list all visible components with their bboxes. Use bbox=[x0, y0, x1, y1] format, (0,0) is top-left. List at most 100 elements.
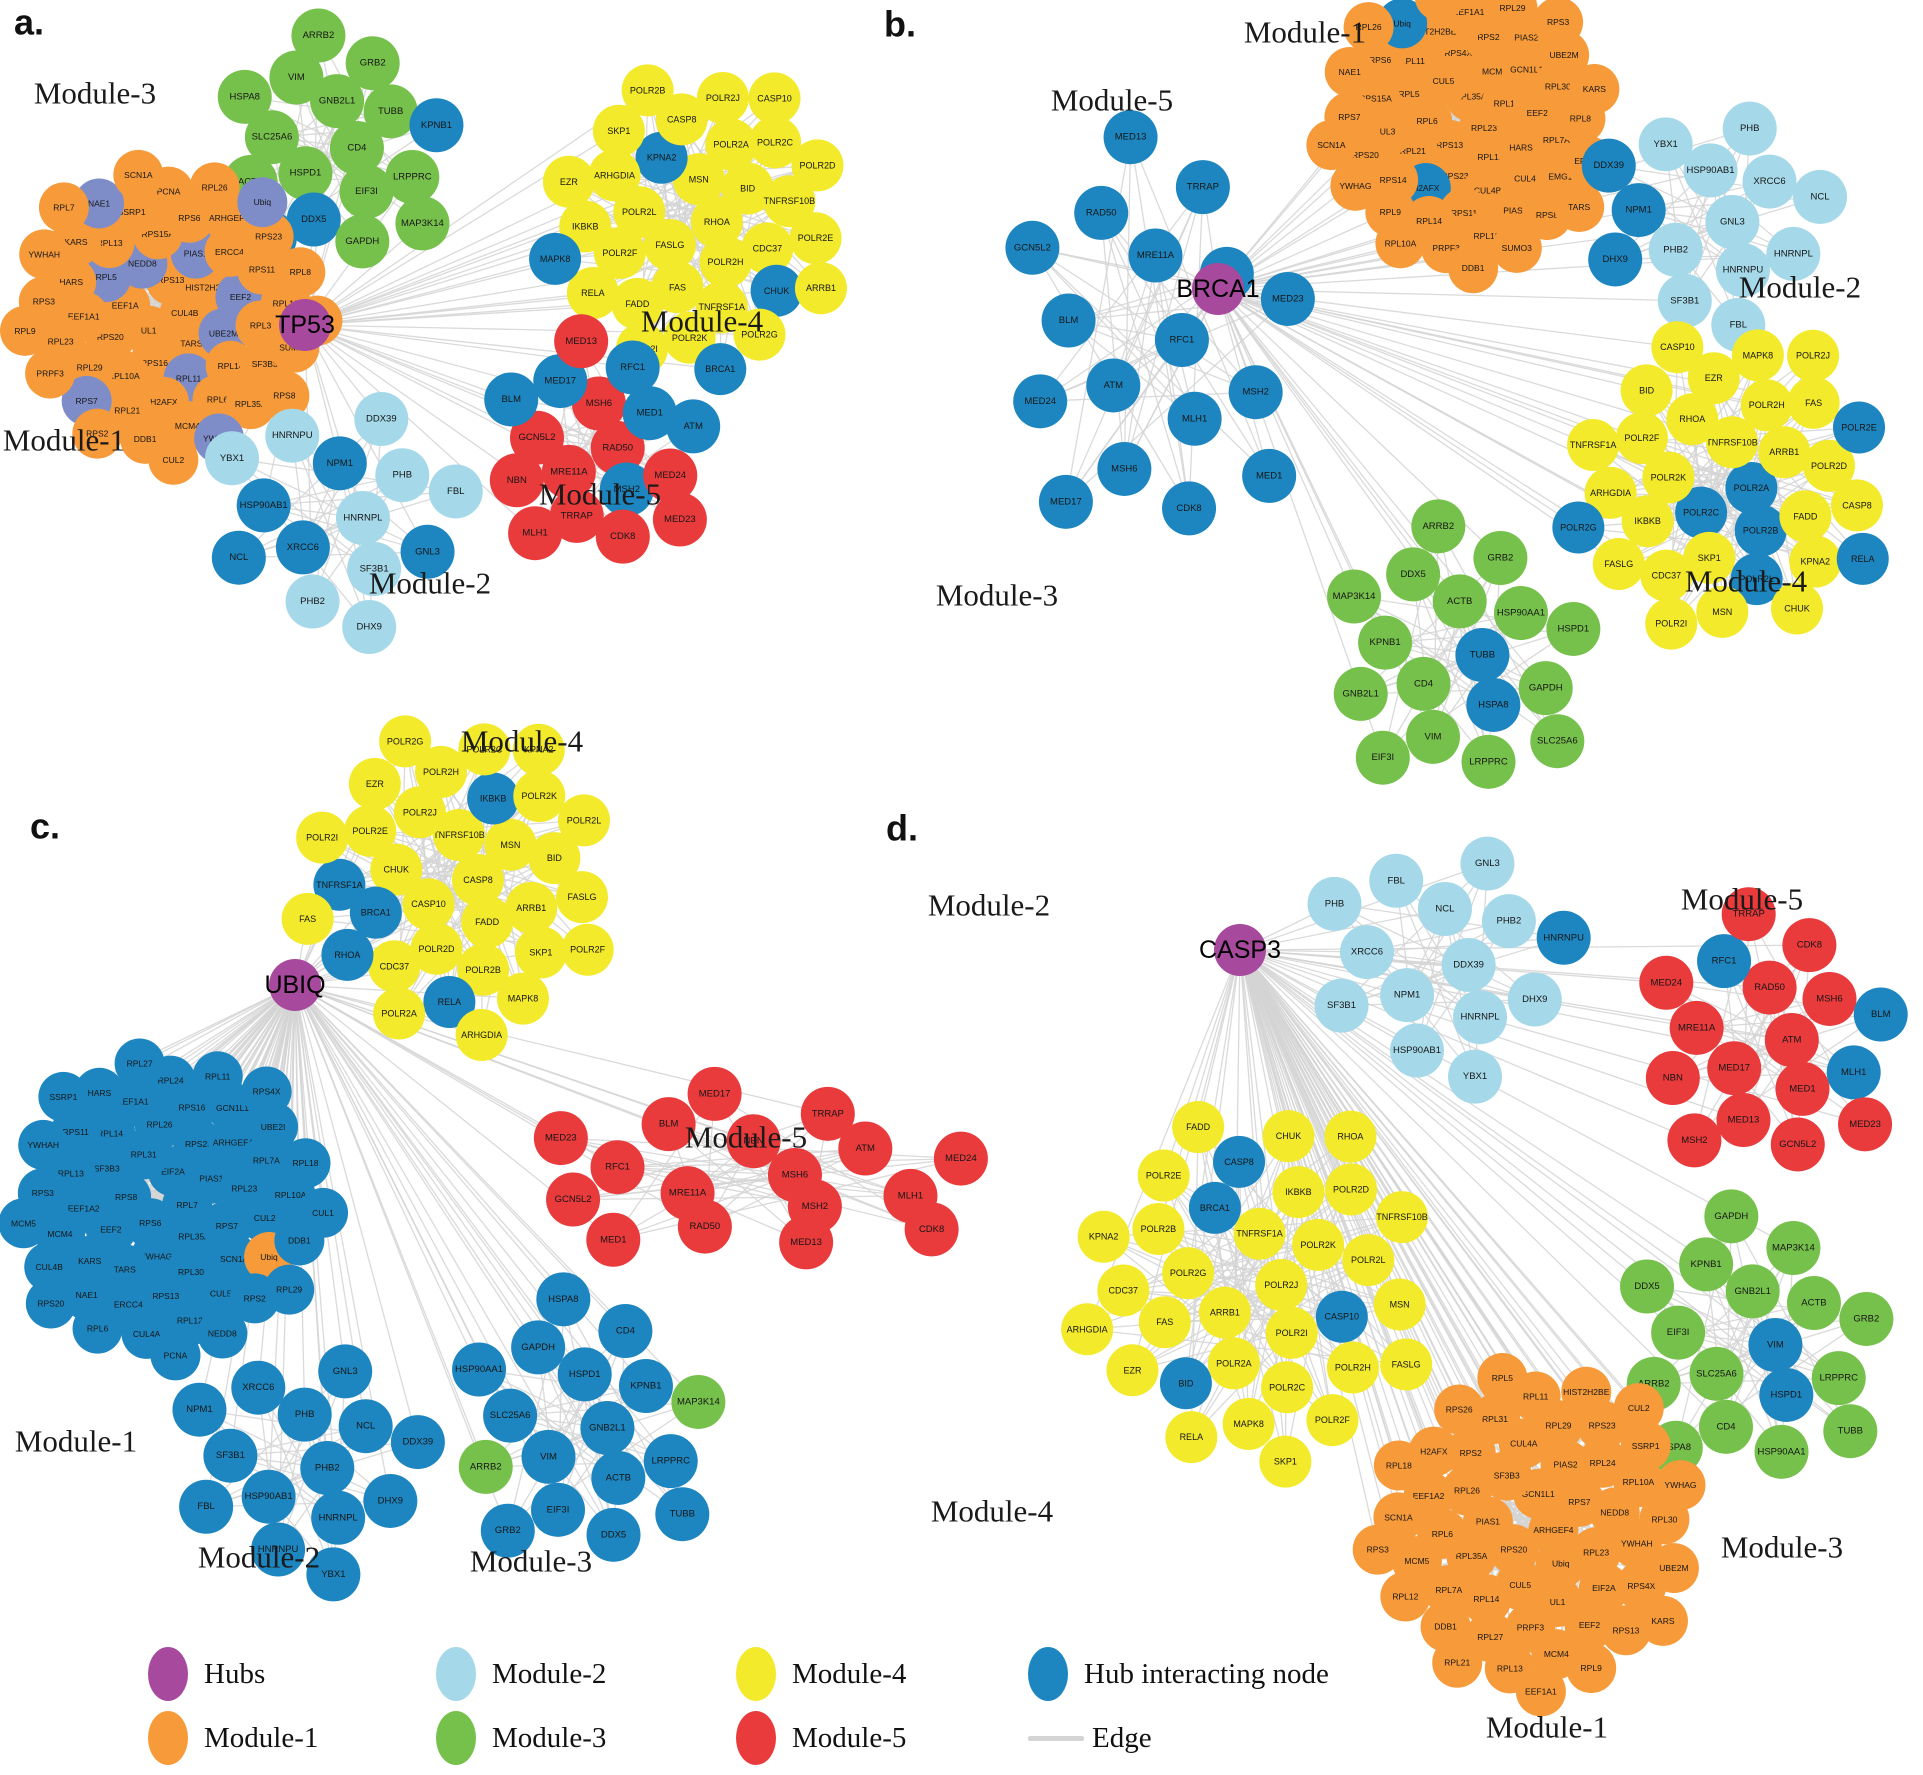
node-CASP10 bbox=[1651, 321, 1704, 374]
node-POLR2E bbox=[1137, 1149, 1190, 1202]
node-KPNB1 bbox=[409, 98, 464, 153]
node-PHB2 bbox=[300, 1441, 355, 1495]
edge bbox=[304, 324, 512, 401]
node-FBL bbox=[179, 1479, 234, 1534]
module-3-swatch bbox=[436, 1711, 476, 1765]
node-POLR2H bbox=[414, 745, 467, 798]
node-TNFRSF10B bbox=[763, 175, 816, 228]
legend-item-module-5: Module-5 bbox=[736, 1711, 1028, 1765]
node-CDK8 bbox=[1162, 481, 1217, 536]
node-NBN bbox=[489, 453, 544, 508]
node-SF3B1 bbox=[203, 1428, 258, 1483]
node-MED24 bbox=[1639, 955, 1694, 1010]
edge bbox=[1239, 949, 1679, 1334]
legend-item-module-4: Module-4 bbox=[736, 1647, 1028, 1701]
node-SCN1A bbox=[1306, 120, 1357, 171]
edge bbox=[294, 984, 509, 1531]
node-POLR2G bbox=[379, 715, 432, 768]
node-BLM bbox=[1853, 987, 1908, 1042]
node-MED23 bbox=[1838, 1097, 1893, 1152]
node-MED1 bbox=[1242, 448, 1297, 503]
edge bbox=[1197, 949, 1241, 1128]
hub-node-CASP3 bbox=[1214, 924, 1266, 976]
node-BID bbox=[528, 832, 581, 885]
node-CUL1 bbox=[298, 1187, 349, 1238]
legend-label: Module-2 bbox=[492, 1657, 607, 1690]
node-SF3B1 bbox=[1657, 273, 1712, 328]
legend-item-edge: Edge bbox=[1028, 1722, 1329, 1755]
node-POLR2C bbox=[1261, 1361, 1314, 1414]
node-MED23 bbox=[533, 1111, 588, 1166]
node-POLR2H bbox=[1740, 379, 1793, 432]
node-POLR2C bbox=[1675, 486, 1728, 539]
node-BID bbox=[1620, 364, 1673, 417]
node-ACTB bbox=[1432, 574, 1487, 629]
module-label: Module-3 bbox=[34, 76, 156, 111]
node-YBX1 bbox=[204, 431, 259, 486]
hub-interacting-node-swatch bbox=[1028, 1647, 1068, 1701]
node-TNFRSF10B bbox=[432, 808, 485, 861]
node-MCM5 bbox=[0, 1198, 49, 1249]
node-EIF2A bbox=[1414, 0, 1465, 22]
node-HNRNPL bbox=[1453, 990, 1508, 1045]
node-SLC25A6 bbox=[1530, 714, 1585, 769]
edge bbox=[1100, 212, 1190, 509]
node-UBE2M bbox=[1648, 1543, 1699, 1594]
edge bbox=[294, 984, 419, 1443]
edge bbox=[1185, 949, 1241, 1384]
node-RPS20 bbox=[25, 1278, 76, 1329]
hub-node-BRCA1 bbox=[1192, 263, 1244, 315]
node-DDX39 bbox=[354, 392, 409, 447]
node-CHUK bbox=[1262, 1110, 1315, 1163]
legend-label: Edge bbox=[1092, 1721, 1152, 1754]
edge bbox=[304, 292, 593, 326]
node-DDX5 bbox=[286, 192, 341, 247]
node-EIF3I bbox=[1651, 1305, 1706, 1360]
edge bbox=[1239, 949, 1727, 1428]
node-MED23 bbox=[1260, 271, 1315, 326]
edge bbox=[1032, 247, 1257, 393]
panel-a: CD4HSPD1GNB2L1EIF3ISLC25A6TUBBDDX5VIMLRP… bbox=[0, 1, 847, 655]
edge bbox=[1129, 137, 1190, 509]
node-GRB2 bbox=[480, 1503, 535, 1558]
node-CASP8 bbox=[1830, 479, 1883, 532]
edge bbox=[304, 247, 768, 326]
edge bbox=[294, 984, 619, 1479]
node-MED17 bbox=[1707, 1041, 1762, 1096]
node-RHOA bbox=[1324, 1110, 1377, 1163]
edge bbox=[205, 1425, 366, 1508]
edge bbox=[1217, 288, 1806, 517]
node-MED24 bbox=[933, 1131, 988, 1186]
node-NCL bbox=[1793, 169, 1848, 224]
node-LRPPRC bbox=[643, 1434, 698, 1489]
node-POLR2E bbox=[1833, 401, 1886, 454]
node-POLR2C bbox=[749, 116, 802, 169]
hub-label: CASP3 bbox=[1199, 936, 1281, 964]
node-TRRAP bbox=[549, 488, 604, 543]
node-POLR2D bbox=[1802, 439, 1855, 492]
edge bbox=[612, 1093, 716, 1241]
edge bbox=[294, 984, 562, 1139]
node-GNB2L1 bbox=[1333, 666, 1388, 721]
node-ARRB1 bbox=[1758, 426, 1811, 479]
edge bbox=[1239, 863, 1488, 951]
edge bbox=[199, 1409, 339, 1519]
node-CDK8 bbox=[595, 509, 650, 564]
node-LRPPRC bbox=[385, 149, 440, 204]
node-SLC25A6 bbox=[244, 110, 299, 165]
node-RELA bbox=[1836, 532, 1889, 585]
node-POLR2I bbox=[1265, 1306, 1318, 1359]
node-FASLG bbox=[643, 218, 696, 271]
edge bbox=[617, 1166, 911, 1197]
node-MED1 bbox=[1775, 1061, 1830, 1116]
node-POLR2B bbox=[1132, 1203, 1185, 1256]
node-MAPK8 bbox=[1222, 1397, 1275, 1450]
node-KARS bbox=[1569, 64, 1620, 115]
node-RAD50 bbox=[590, 421, 645, 475]
module-4-swatch bbox=[736, 1647, 776, 1701]
edge bbox=[1334, 903, 1536, 1001]
node-CDK8 bbox=[904, 1202, 959, 1257]
node-POLR2D bbox=[410, 922, 463, 975]
node-HNRNPL bbox=[1766, 226, 1821, 281]
node-MRE11A bbox=[1128, 228, 1183, 283]
